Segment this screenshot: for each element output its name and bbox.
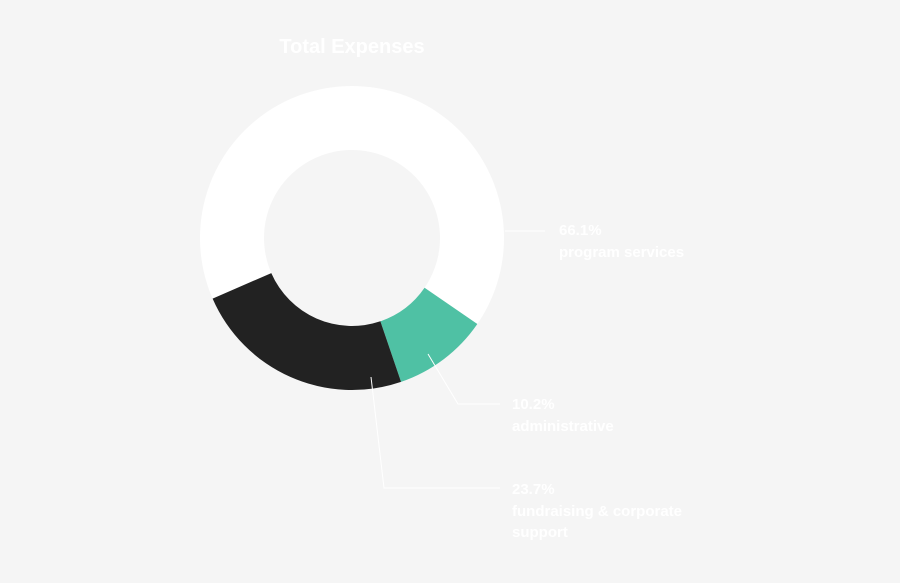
category-label: administrative [512,418,614,435]
category-label: fundraising & corporate support [512,503,683,541]
leader-line [427,353,500,405]
donut-slice [380,287,478,382]
value-label: 66.1% [559,222,602,239]
donut-slice [200,85,504,325]
chart-title: Total Expenses [279,36,425,58]
value-label: 23.7% [512,481,555,498]
category-label: program services [559,244,685,261]
donut-slice [212,273,402,390]
leader-line [370,376,500,489]
value-label: 10.2% [512,396,555,413]
